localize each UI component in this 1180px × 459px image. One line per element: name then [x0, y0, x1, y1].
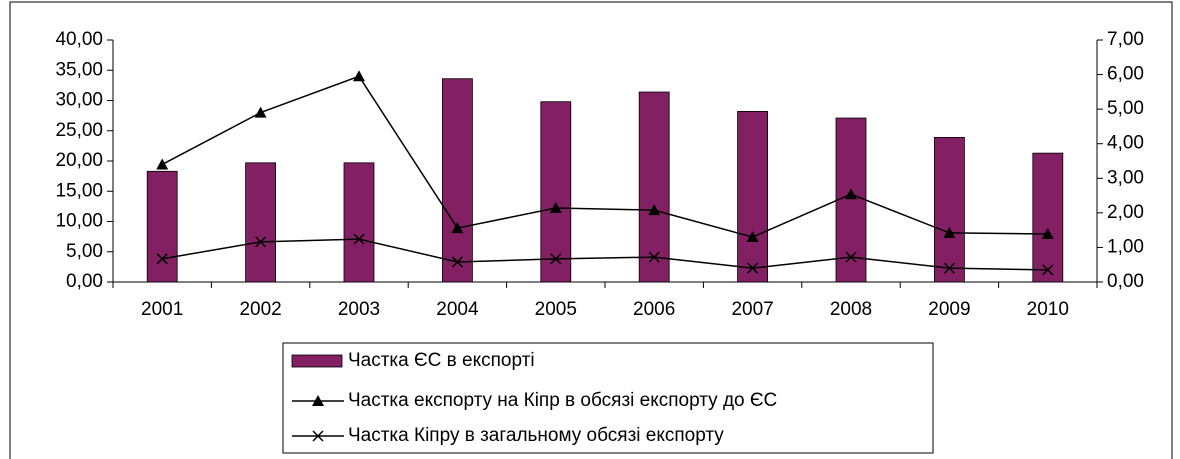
legend-label: Частка експорту на Кіпр в обсязі експорт… [348, 390, 777, 411]
line [162, 238, 1048, 271]
y2-tick-label: 2,00 [1107, 202, 1144, 223]
point [549, 202, 562, 214]
y-tick-label: 40,00 [55, 29, 103, 50]
y2-tick-label: 4,00 [1107, 133, 1144, 154]
x-tick-label: 2008 [830, 299, 872, 320]
y-tick-label: 25,00 [55, 120, 103, 141]
y2-tick-label: 7,00 [1107, 29, 1144, 50]
point [943, 262, 955, 274]
point [943, 226, 956, 238]
point [255, 236, 267, 248]
bar [1032, 152, 1064, 283]
bar [441, 78, 473, 283]
point [353, 233, 365, 245]
y2-tick-label: 0,00 [1107, 271, 1144, 292]
point [156, 158, 169, 170]
point [648, 204, 661, 216]
y-tick-label: 35,00 [55, 59, 103, 80]
legend-marker [312, 395, 324, 406]
bar [245, 162, 277, 283]
y-tick-label: 20,00 [55, 150, 103, 171]
x-tick-label: 2001 [141, 299, 183, 320]
y2-tick-label: 6,00 [1107, 64, 1144, 85]
bar [540, 101, 572, 283]
bar [934, 137, 965, 283]
point [451, 256, 463, 268]
point [353, 70, 365, 82]
point [747, 262, 759, 274]
legend-label: Частка Кіпру в загальному обсязі експорт… [348, 425, 724, 446]
point [845, 188, 857, 200]
x-tick-label: 2005 [535, 299, 577, 320]
bar [737, 110, 768, 283]
y2-tick-label: 3,00 [1107, 167, 1144, 188]
x-tick-label: 2010 [1027, 299, 1069, 320]
y-tick-label: 30,00 [55, 90, 103, 111]
x-tick-label: 2002 [239, 299, 281, 320]
legend-box [282, 342, 934, 454]
point [648, 251, 660, 263]
x-tick-label: 2009 [928, 299, 970, 320]
legend-label: Частка ЄС в експорті [348, 350, 535, 371]
bar [146, 170, 178, 283]
x-tick-label: 2007 [731, 299, 773, 320]
point [451, 222, 464, 234]
y-tick-label: 10,00 [55, 211, 103, 232]
line [161, 75, 1048, 238]
bar [638, 91, 670, 283]
point [845, 251, 857, 263]
y-tick-label: 5,00 [66, 241, 103, 262]
point [550, 253, 562, 265]
bar [835, 117, 867, 283]
point [254, 106, 267, 118]
x-tick-label: 2004 [436, 299, 479, 320]
x-tick-label: 2003 [338, 299, 380, 320]
point [1042, 264, 1054, 276]
legend-swatch [291, 354, 343, 368]
point [156, 253, 168, 265]
y2-tick-label: 1,00 [1107, 236, 1144, 257]
point [1041, 227, 1054, 239]
legend-marker [312, 430, 324, 442]
point [746, 231, 759, 243]
x-tick-label: 2006 [633, 299, 675, 320]
y-tick-label: 15,00 [55, 180, 103, 201]
y-tick-label: 0,00 [66, 271, 103, 292]
y2-tick-label: 5,00 [1107, 98, 1144, 119]
bar [343, 162, 375, 283]
